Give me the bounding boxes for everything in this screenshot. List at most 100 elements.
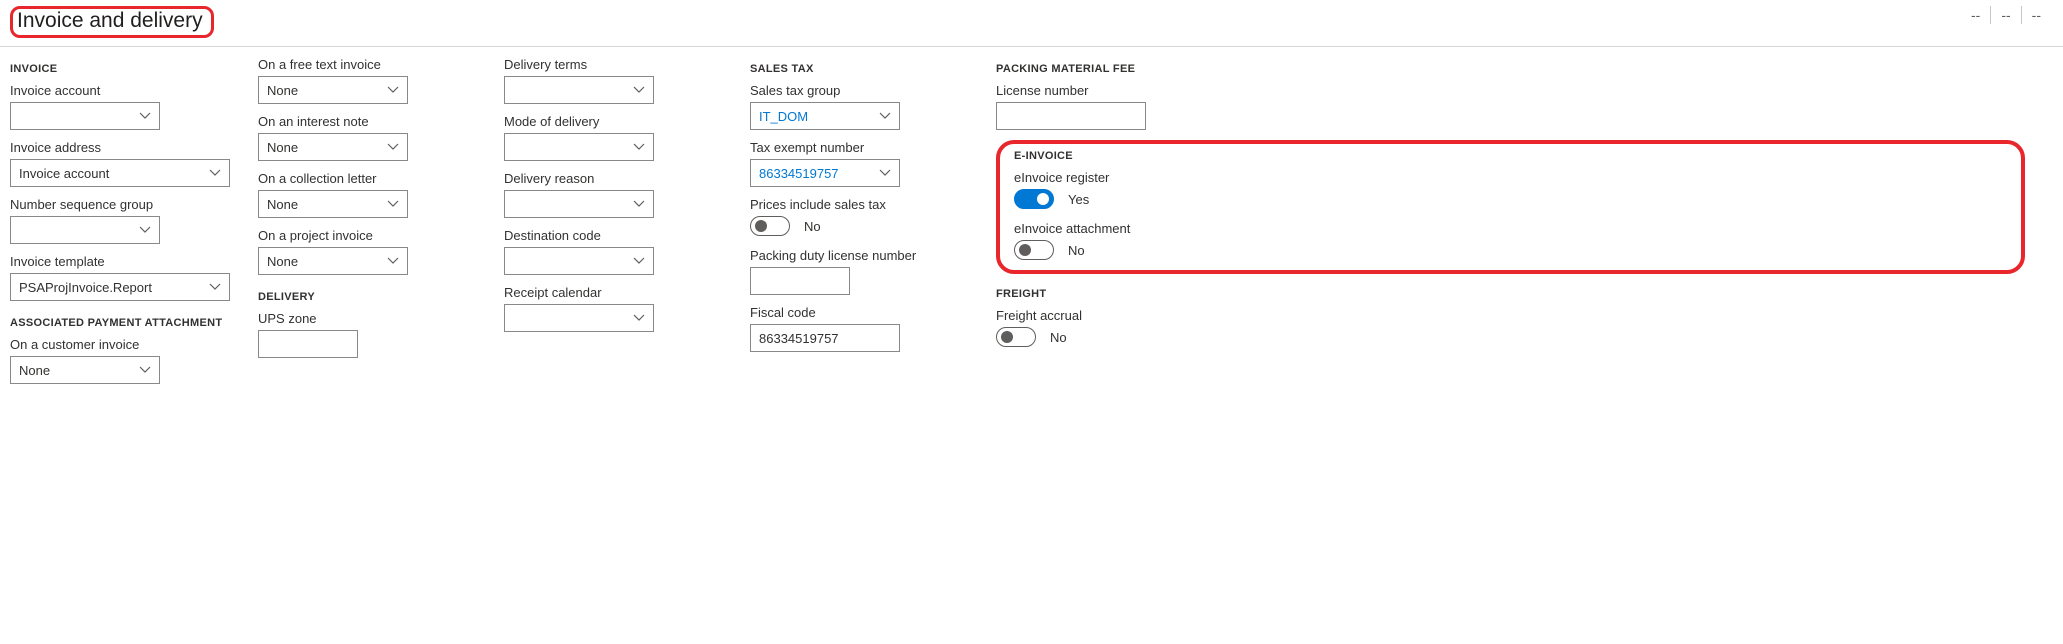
value-tax-exempt-number: 86334519757 bbox=[759, 166, 839, 181]
label-tax-exempt-number: Tax exempt number bbox=[750, 140, 968, 155]
select-number-sequence-group[interactable] bbox=[10, 216, 160, 244]
field-on-customer-invoice: On a customer invoice None bbox=[10, 337, 230, 384]
field-invoice-address: Invoice address Invoice account bbox=[10, 140, 230, 187]
label-invoice-account: Invoice account bbox=[10, 83, 230, 98]
freight-heading: FREIGHT bbox=[996, 288, 2025, 300]
chevron-down-icon bbox=[387, 200, 399, 208]
select-on-free-text-invoice[interactable]: None bbox=[258, 76, 408, 104]
field-license-number: License number bbox=[996, 83, 2025, 130]
apa-heading: ASSOCIATED PAYMENT ATTACHMENT bbox=[10, 317, 230, 329]
select-sales-tax-group[interactable]: IT_DOM bbox=[750, 102, 900, 130]
field-ups-zone: UPS zone bbox=[258, 311, 476, 358]
col-invoice: INVOICE Invoice account Invoice address … bbox=[10, 57, 258, 394]
select-destination-code[interactable] bbox=[504, 247, 654, 275]
value-fiscal-code: 86334519757 bbox=[759, 331, 839, 346]
field-on-interest-note: On an interest note None bbox=[258, 114, 476, 161]
input-fiscal-code[interactable]: 86334519757 bbox=[750, 324, 900, 352]
field-einvoice-register: eInvoice register Yes bbox=[1014, 170, 2007, 209]
value-on-customer-invoice: None bbox=[19, 363, 50, 378]
field-invoice-template: Invoice template PSAProjInvoice.Report bbox=[10, 254, 230, 301]
value-on-project-invoice: None bbox=[267, 254, 298, 269]
value-sales-tax-group: IT_DOM bbox=[759, 109, 808, 124]
label-number-sequence-group: Number sequence group bbox=[10, 197, 230, 212]
field-delivery-terms: Delivery terms bbox=[504, 57, 722, 104]
input-ups-zone[interactable] bbox=[258, 330, 358, 358]
chevron-down-icon bbox=[387, 86, 399, 94]
header-title-highlight: Invoice and delivery bbox=[10, 6, 214, 38]
sales-tax-heading: SALES TAX bbox=[750, 63, 968, 75]
chevron-down-icon bbox=[209, 169, 221, 177]
select-invoice-template[interactable]: PSAProjInvoice.Report bbox=[10, 273, 230, 301]
value-invoice-address: Invoice account bbox=[19, 166, 109, 181]
chevron-down-icon bbox=[387, 257, 399, 265]
label-delivery-terms: Delivery terms bbox=[504, 57, 722, 72]
header-actions: -- -- -- bbox=[1961, 6, 2051, 24]
select-delivery-terms[interactable] bbox=[504, 76, 654, 104]
toggle-einvoice-attachment[interactable] bbox=[1014, 240, 1054, 260]
value-freight-accrual: No bbox=[1050, 330, 1067, 345]
select-invoice-account[interactable] bbox=[10, 102, 160, 130]
label-on-project-invoice: On a project invoice bbox=[258, 228, 476, 243]
toggle-einvoice-register[interactable] bbox=[1014, 189, 1054, 209]
col-packing-einvoice-freight: PACKING MATERIAL FEE License number E-IN… bbox=[996, 57, 2053, 394]
label-on-collection-letter: On a collection letter bbox=[258, 171, 476, 186]
field-fiscal-code: Fiscal code 86334519757 bbox=[750, 305, 968, 352]
label-receipt-calendar: Receipt calendar bbox=[504, 285, 722, 300]
value-invoice-template: PSAProjInvoice.Report bbox=[19, 280, 152, 295]
chevron-down-icon bbox=[633, 257, 645, 265]
chevron-down-icon bbox=[879, 112, 891, 120]
field-on-collection-letter: On a collection letter None bbox=[258, 171, 476, 218]
select-invoice-address[interactable]: Invoice account bbox=[10, 159, 230, 187]
select-delivery-reason[interactable] bbox=[504, 190, 654, 218]
einvoice-highlight-box: E-INVOICE eInvoice register Yes eInvoice… bbox=[996, 140, 2025, 274]
packing-material-heading: PACKING MATERIAL FEE bbox=[996, 63, 2025, 75]
field-tax-exempt-number: Tax exempt number 86334519757 bbox=[750, 140, 968, 187]
chevron-down-icon bbox=[139, 366, 151, 374]
select-on-project-invoice[interactable]: None bbox=[258, 247, 408, 275]
einvoice-heading: E-INVOICE bbox=[1014, 150, 2007, 162]
input-license-number[interactable] bbox=[996, 102, 1146, 130]
label-freight-accrual: Freight accrual bbox=[996, 308, 2025, 323]
label-invoice-template: Invoice template bbox=[10, 254, 230, 269]
toggle-freight-accrual[interactable] bbox=[996, 327, 1036, 347]
label-on-customer-invoice: On a customer invoice bbox=[10, 337, 230, 352]
select-on-collection-letter[interactable]: None bbox=[258, 190, 408, 218]
chevron-down-icon bbox=[209, 283, 221, 291]
select-on-customer-invoice[interactable]: None bbox=[10, 356, 160, 384]
field-freight-accrual: Freight accrual No bbox=[996, 308, 2025, 347]
delivery-heading: DELIVERY bbox=[258, 291, 476, 303]
field-on-project-invoice: On a project invoice None bbox=[258, 228, 476, 275]
header-action-1[interactable]: -- bbox=[1961, 6, 1991, 24]
field-einvoice-attachment: eInvoice attachment No bbox=[1014, 221, 2007, 260]
header-action-2[interactable]: -- bbox=[1991, 6, 2021, 24]
select-receipt-calendar[interactable] bbox=[504, 304, 654, 332]
label-mode-of-delivery: Mode of delivery bbox=[504, 114, 722, 129]
field-receipt-calendar: Receipt calendar bbox=[504, 285, 722, 332]
field-prices-include-tax: Prices include sales tax No bbox=[750, 197, 968, 236]
label-on-interest-note: On an interest note bbox=[258, 114, 476, 129]
field-sales-tax-group: Sales tax group IT_DOM bbox=[750, 83, 968, 130]
header-action-3[interactable]: -- bbox=[2022, 6, 2051, 24]
label-license-number: License number bbox=[996, 83, 2025, 98]
value-on-collection-letter: None bbox=[267, 197, 298, 212]
select-mode-of-delivery[interactable] bbox=[504, 133, 654, 161]
input-packing-duty-license[interactable] bbox=[750, 267, 850, 295]
label-prices-include-tax: Prices include sales tax bbox=[750, 197, 968, 212]
field-invoice-account: Invoice account bbox=[10, 83, 230, 130]
chevron-down-icon bbox=[633, 314, 645, 322]
chevron-down-icon bbox=[139, 112, 151, 120]
label-delivery-reason: Delivery reason bbox=[504, 171, 722, 186]
select-on-interest-note[interactable]: None bbox=[258, 133, 408, 161]
chevron-down-icon bbox=[139, 226, 151, 234]
chevron-down-icon bbox=[633, 200, 645, 208]
label-on-free-text-invoice: On a free text invoice bbox=[258, 57, 476, 72]
toggle-prices-include-tax[interactable] bbox=[750, 216, 790, 236]
chevron-down-icon bbox=[387, 143, 399, 151]
label-sales-tax-group: Sales tax group bbox=[750, 83, 968, 98]
col-sales-tax: SALES TAX Sales tax group IT_DOM Tax exe… bbox=[750, 57, 996, 394]
select-tax-exempt-number[interactable]: 86334519757 bbox=[750, 159, 900, 187]
chevron-down-icon bbox=[633, 86, 645, 94]
field-delivery-reason: Delivery reason bbox=[504, 171, 722, 218]
field-on-free-text-invoice: On a free text invoice None bbox=[258, 57, 476, 104]
chevron-down-icon bbox=[879, 169, 891, 177]
